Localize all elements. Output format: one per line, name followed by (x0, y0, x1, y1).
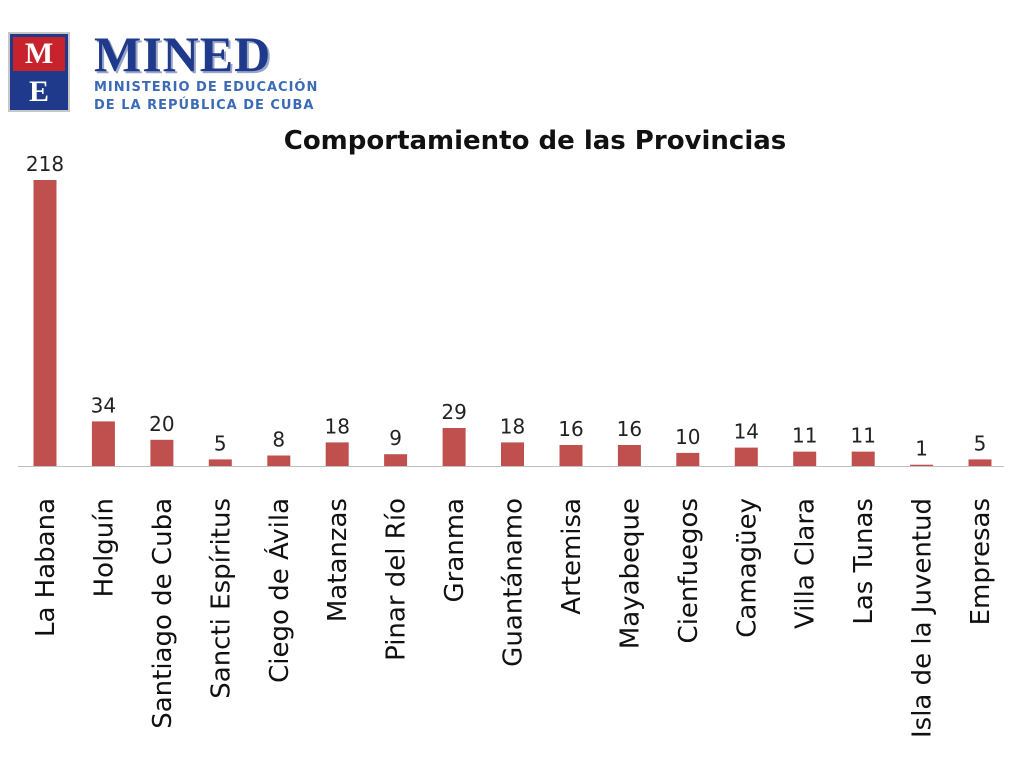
bar (267, 455, 291, 466)
data-label: 16 (558, 417, 583, 441)
data-label: 20 (149, 412, 174, 436)
logo-wordmark: MINED (94, 26, 272, 82)
bar (442, 428, 466, 466)
x-tick-label: Matanzas (323, 498, 353, 622)
x-tick-label: Holguín (89, 498, 119, 597)
bar (559, 445, 583, 466)
bar (501, 442, 524, 466)
data-label: 8 (272, 428, 285, 452)
chart-title: Comportamiento de las Provincias (283, 126, 787, 156)
bar (33, 180, 57, 466)
x-tick-label: Empresas (966, 498, 996, 625)
x-tick-label: Granma (440, 498, 470, 603)
data-label: 34 (91, 393, 116, 417)
bar (208, 459, 232, 466)
data-label: 18 (324, 414, 349, 438)
data-label: 5 (974, 431, 987, 455)
x-tick-label: Guantánamo (499, 498, 529, 667)
data-label: 29 (441, 400, 466, 424)
x-tick-label: Pinar del Río (382, 498, 412, 661)
x-tick-label: Mayabeque (615, 498, 645, 649)
x-tick-label: Sancti Espíritus (206, 498, 236, 699)
logo-emblem-bottom: E (13, 75, 65, 109)
data-label: 10 (675, 425, 700, 449)
x-tick-label: Cienfuegos (674, 498, 704, 643)
logo-emblem: M E (8, 32, 70, 112)
mined-logo: M E MINED MINISTERIO DE EDUCACIÓN DE LA … (8, 28, 388, 120)
bar (150, 439, 174, 466)
x-tick-label: Camagüey (732, 498, 762, 638)
bar (325, 442, 349, 466)
data-label: 9 (389, 426, 402, 450)
data-label: 14 (734, 420, 759, 444)
data-label: 11 (792, 424, 817, 448)
x-tick-label: Ciego de Ávila (263, 498, 295, 683)
bar (968, 459, 992, 466)
data-label: 18 (500, 414, 525, 438)
data-label: 1 (915, 437, 928, 461)
x-tick-label: Santiago de Cuba (148, 498, 178, 729)
bar (851, 451, 875, 466)
bar (793, 451, 817, 466)
data-label: 5 (214, 431, 227, 455)
x-tick-label: La Habana (31, 498, 61, 637)
bar (617, 445, 641, 466)
data-label: 218 (26, 152, 64, 176)
logo-subtitle-line1: MINISTERIO DE EDUCACIÓN (94, 80, 319, 95)
x-tick-label: Artemisa (557, 498, 587, 615)
x-tick-label: Villa Clara (791, 498, 821, 629)
data-label: 16 (617, 417, 642, 441)
bar (676, 452, 700, 466)
bar (91, 421, 115, 466)
logo-emblem-top: M (13, 37, 65, 71)
data-label: 11 (850, 424, 875, 448)
x-tick-label: Las Tunas (849, 498, 879, 625)
bar (910, 464, 934, 466)
x-tick-label: Isla de la Juventud (908, 498, 938, 738)
bar (734, 447, 758, 466)
logo-subtitle-line2: DE LA REPÚBLICA DE CUBA (94, 98, 315, 113)
bar (384, 454, 408, 466)
